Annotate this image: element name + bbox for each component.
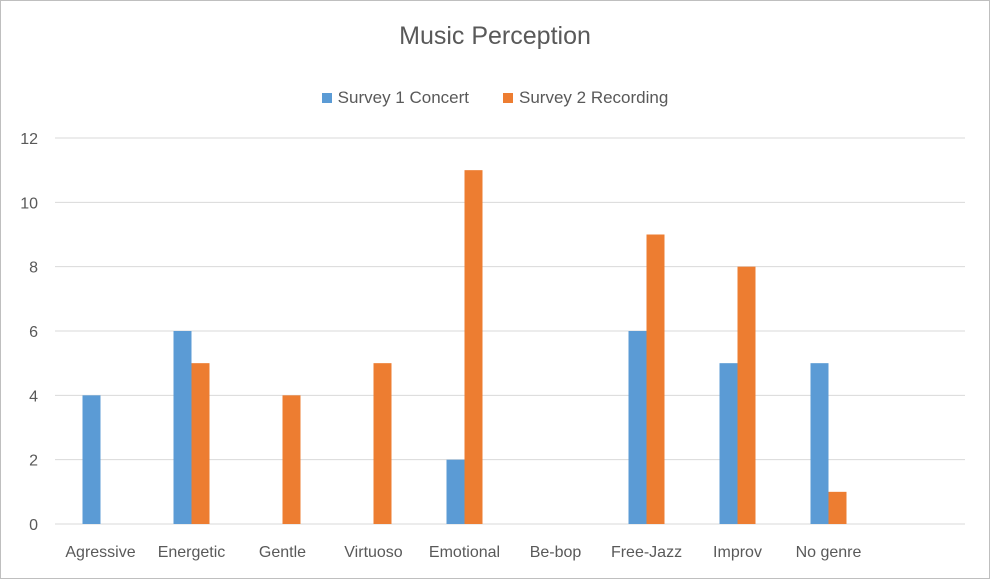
y-tick-label: 12 [20,131,38,148]
y-tick-label: 2 [29,453,38,470]
x-tick-label: Agressive [65,544,135,561]
x-tick-label: Free-Jazz [611,544,682,561]
bar-2-energetic [191,363,210,524]
bar-2-emotional [464,170,483,524]
bar-1-agressive [82,395,101,524]
y-tick-label: 4 [29,388,38,405]
x-tick-label: Gentle [259,544,306,561]
y-tick-label: 0 [29,517,38,534]
bar-1-improv [719,363,738,524]
bar-1-no-genre [810,363,829,524]
bar-1-free-jazz [628,331,647,524]
x-tick-label: Emotional [429,544,500,561]
legend-item-series-1: Survey 1 Concert [321,88,470,108]
legend-swatch-series-1 [321,93,332,103]
legend-swatch-series-2 [503,93,514,103]
bar-2-gentle [282,395,301,524]
y-tick-label: 10 [20,195,38,212]
bar-1-emotional [446,459,465,524]
x-tick-label: Be-bop [530,544,582,561]
legend-item-series-2: Survey 2 Recording [503,88,668,108]
legend-label-series-2: Survey 2 Recording [519,88,669,107]
x-tick-label: Improv [713,544,762,561]
bar-1-energetic [173,331,192,524]
legend-label-series-1: Survey 1 Concert [337,88,470,107]
x-tick-label: Virtuoso [344,544,403,561]
y-tick-label: 6 [29,324,38,341]
x-tick-label: No genre [796,544,862,561]
bar-2-virtuoso [373,363,392,524]
chart-legend: Survey 1 Concert Survey 2 Recording [0,88,990,108]
bar-2-improv [737,266,756,524]
bar-2-no-genre [828,491,847,524]
chart-title: Music Perception [399,22,591,50]
y-tick-label: 8 [29,260,38,277]
x-tick-label: Energetic [158,544,226,561]
bar-2-free-jazz [646,234,665,524]
